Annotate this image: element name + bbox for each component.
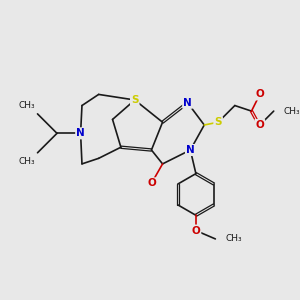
Text: N: N	[186, 145, 195, 155]
Text: S: S	[214, 117, 222, 127]
Text: O: O	[147, 178, 156, 188]
Text: O: O	[255, 89, 264, 99]
Text: CH₃: CH₃	[284, 106, 300, 116]
Text: CH₃: CH₃	[225, 234, 242, 243]
Text: CH₃: CH₃	[18, 101, 35, 110]
Text: S: S	[131, 95, 139, 105]
Text: O: O	[191, 226, 200, 236]
Text: N: N	[76, 128, 85, 138]
Text: CH₃: CH₃	[18, 157, 35, 166]
Text: O: O	[255, 120, 264, 130]
Text: N: N	[183, 98, 192, 108]
